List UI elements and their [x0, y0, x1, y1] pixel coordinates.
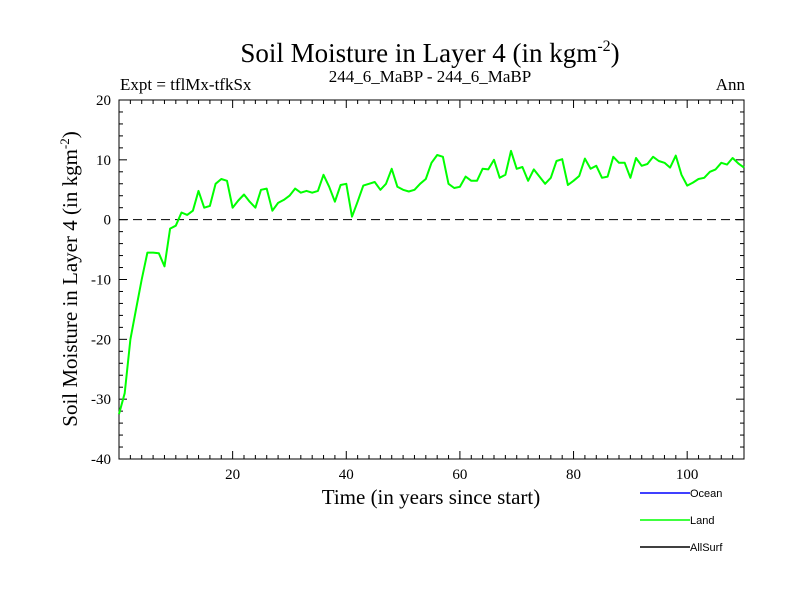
y-tick-label: -30: [91, 392, 111, 408]
y-tick-label: 10: [96, 153, 111, 169]
period-label: Ann: [716, 75, 746, 94]
chart-title-main: Soil Moisture in Layer 4 (in kgm: [240, 38, 597, 68]
y-axis-label: Soil Moisture in Layer 4 (in kgm-2): [57, 131, 82, 426]
chart-title-close: ): [611, 38, 620, 68]
x-tick-label: 60: [452, 467, 467, 483]
legend-ocean-label: Ocean: [690, 488, 722, 500]
subtitle: 244_6_MaBP - 244_6_MaBP: [329, 67, 531, 86]
y-tick-label: 0: [104, 213, 112, 229]
y-axis-label-main: Soil Moisture in Layer 4 (in kgm: [58, 149, 82, 427]
y-axis-label-superscript: -2: [57, 138, 72, 149]
x-tick-label: 100: [676, 467, 699, 483]
legend-allsurf-label: AllSurf: [690, 542, 723, 554]
x-tick-label: 80: [566, 467, 581, 483]
y-tick-label: -40: [91, 452, 111, 468]
y-tick-label: -10: [91, 273, 111, 289]
chart-title-superscript: -2: [597, 38, 610, 55]
axis-ticks: [119, 99, 744, 460]
x-tick-label: 40: [339, 467, 354, 483]
chart-title: Soil Moisture in Layer 4 (in kgm-2): [240, 38, 619, 68]
x-tick-label: 20: [225, 467, 240, 483]
experiment-label: Expt = tflMx-tfkSx: [120, 75, 252, 94]
series-group: [118, 149, 745, 415]
legend-land-label: Land: [690, 515, 714, 527]
series-line-land: [118, 149, 745, 415]
legend: Ocean Land AllSurf: [640, 488, 723, 554]
x-axis-label: Time (in years since start): [322, 485, 541, 509]
y-tick-label: 20: [96, 93, 111, 109]
y-axis-label-close: ): [58, 131, 82, 138]
plot-frame: [118, 99, 745, 460]
y-tick-label: -20: [91, 332, 111, 348]
